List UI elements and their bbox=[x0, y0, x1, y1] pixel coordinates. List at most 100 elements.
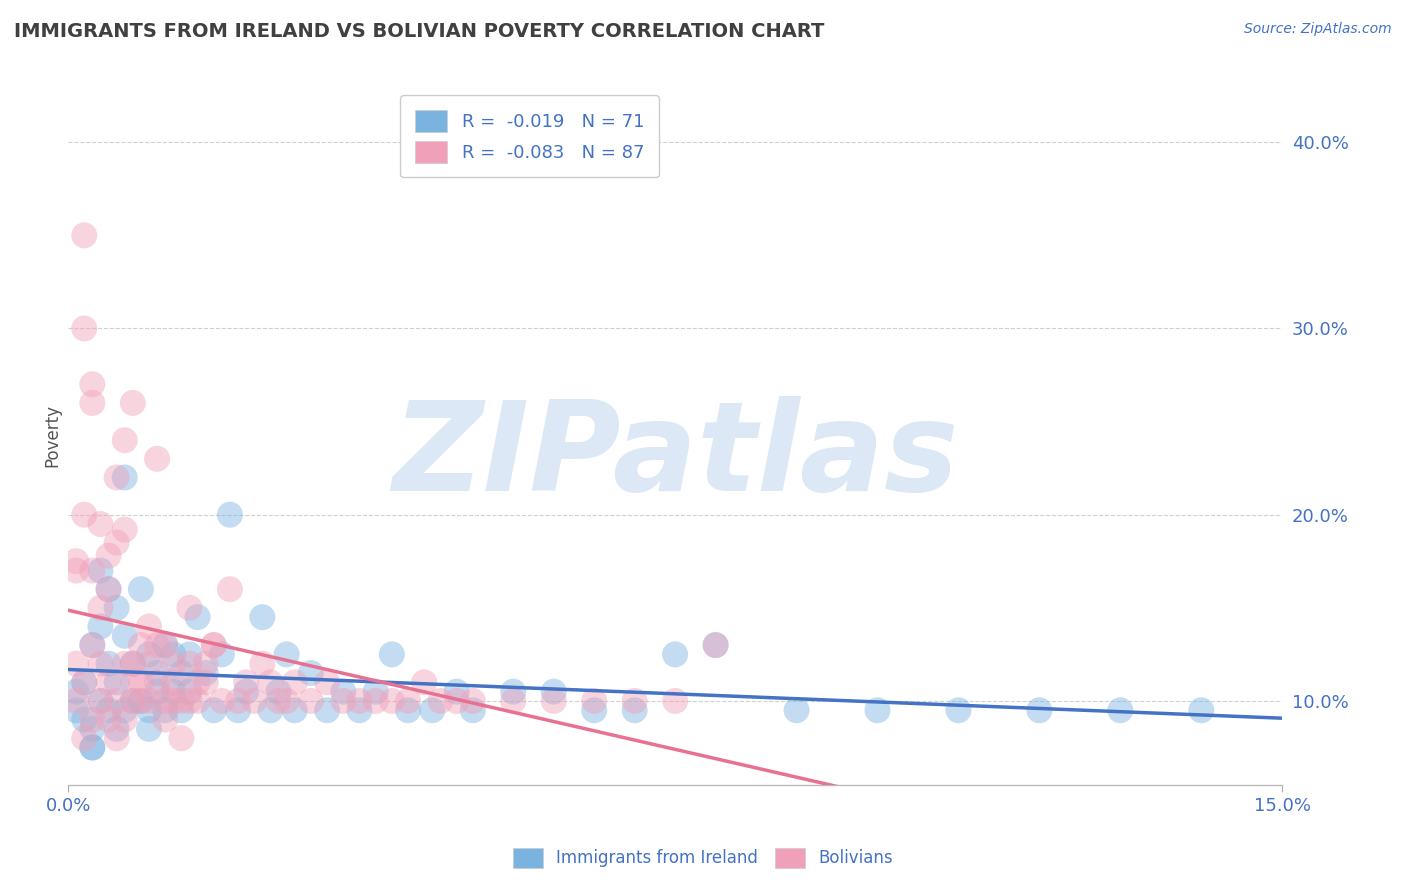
Point bbox=[97, 582, 120, 597]
Point bbox=[202, 703, 225, 717]
Point bbox=[276, 694, 298, 708]
Point bbox=[226, 694, 249, 708]
Point bbox=[65, 554, 87, 568]
Point bbox=[1189, 703, 1212, 717]
Point bbox=[364, 684, 387, 698]
Point bbox=[235, 675, 257, 690]
Point bbox=[187, 675, 209, 690]
Point bbox=[65, 564, 87, 578]
Point bbox=[179, 694, 201, 708]
Point bbox=[704, 638, 727, 652]
Point bbox=[105, 694, 128, 708]
Point bbox=[316, 675, 339, 690]
Legend: Immigrants from Ireland, Bolivians: Immigrants from Ireland, Bolivians bbox=[506, 841, 900, 875]
Point bbox=[73, 675, 96, 690]
Point bbox=[219, 582, 242, 597]
Point bbox=[114, 713, 136, 727]
Point bbox=[259, 703, 281, 717]
Point bbox=[73, 321, 96, 335]
Point bbox=[146, 451, 169, 466]
Point bbox=[89, 564, 111, 578]
Point bbox=[786, 703, 808, 717]
Y-axis label: Poverty: Poverty bbox=[44, 404, 60, 467]
Point bbox=[153, 638, 176, 652]
Point bbox=[73, 713, 96, 727]
Point bbox=[623, 694, 645, 708]
Point bbox=[461, 703, 484, 717]
Point bbox=[82, 638, 104, 652]
Point bbox=[194, 675, 217, 690]
Point bbox=[153, 713, 176, 727]
Point bbox=[162, 657, 184, 671]
Point bbox=[114, 523, 136, 537]
Point bbox=[413, 675, 436, 690]
Point bbox=[65, 657, 87, 671]
Point bbox=[121, 694, 143, 708]
Point bbox=[170, 694, 193, 708]
Point bbox=[623, 703, 645, 717]
Point bbox=[179, 648, 201, 662]
Point bbox=[219, 508, 242, 522]
Point bbox=[543, 694, 565, 708]
Point bbox=[235, 684, 257, 698]
Point bbox=[502, 694, 524, 708]
Point bbox=[146, 684, 169, 698]
Point bbox=[129, 582, 152, 597]
Point bbox=[429, 694, 451, 708]
Point bbox=[89, 516, 111, 531]
Point bbox=[664, 694, 686, 708]
Text: Source: ZipAtlas.com: Source: ZipAtlas.com bbox=[1244, 22, 1392, 37]
Point bbox=[121, 657, 143, 671]
Point bbox=[73, 731, 96, 746]
Point bbox=[179, 684, 201, 698]
Point bbox=[146, 665, 169, 680]
Point bbox=[664, 648, 686, 662]
Point bbox=[105, 731, 128, 746]
Point bbox=[170, 703, 193, 717]
Point bbox=[82, 740, 104, 755]
Point bbox=[121, 694, 143, 708]
Point bbox=[138, 703, 160, 717]
Point bbox=[267, 684, 290, 698]
Point bbox=[162, 648, 184, 662]
Point bbox=[129, 675, 152, 690]
Point bbox=[114, 703, 136, 717]
Point bbox=[187, 694, 209, 708]
Point bbox=[121, 675, 143, 690]
Point bbox=[420, 703, 443, 717]
Point bbox=[105, 600, 128, 615]
Point bbox=[121, 396, 143, 410]
Point bbox=[243, 694, 266, 708]
Point bbox=[284, 675, 307, 690]
Text: IMMIGRANTS FROM IRELAND VS BOLIVIAN POVERTY CORRELATION CHART: IMMIGRANTS FROM IRELAND VS BOLIVIAN POVE… bbox=[14, 22, 824, 41]
Point bbox=[105, 675, 128, 690]
Point bbox=[146, 638, 169, 652]
Text: ZIPatlas: ZIPatlas bbox=[392, 396, 959, 517]
Point bbox=[146, 675, 169, 690]
Point bbox=[153, 638, 176, 652]
Point bbox=[332, 694, 354, 708]
Point bbox=[89, 600, 111, 615]
Point bbox=[153, 694, 176, 708]
Point bbox=[502, 684, 524, 698]
Point bbox=[948, 703, 970, 717]
Point bbox=[583, 694, 606, 708]
Point bbox=[121, 657, 143, 671]
Point bbox=[162, 684, 184, 698]
Point bbox=[332, 684, 354, 698]
Point bbox=[381, 648, 404, 662]
Point bbox=[194, 665, 217, 680]
Point bbox=[73, 508, 96, 522]
Point bbox=[97, 713, 120, 727]
Point bbox=[138, 648, 160, 662]
Point bbox=[202, 638, 225, 652]
Point bbox=[252, 657, 274, 671]
Point bbox=[364, 694, 387, 708]
Point bbox=[73, 675, 96, 690]
Point bbox=[187, 610, 209, 624]
Point bbox=[82, 713, 104, 727]
Point bbox=[105, 535, 128, 549]
Point bbox=[211, 648, 233, 662]
Point bbox=[65, 694, 87, 708]
Point bbox=[267, 694, 290, 708]
